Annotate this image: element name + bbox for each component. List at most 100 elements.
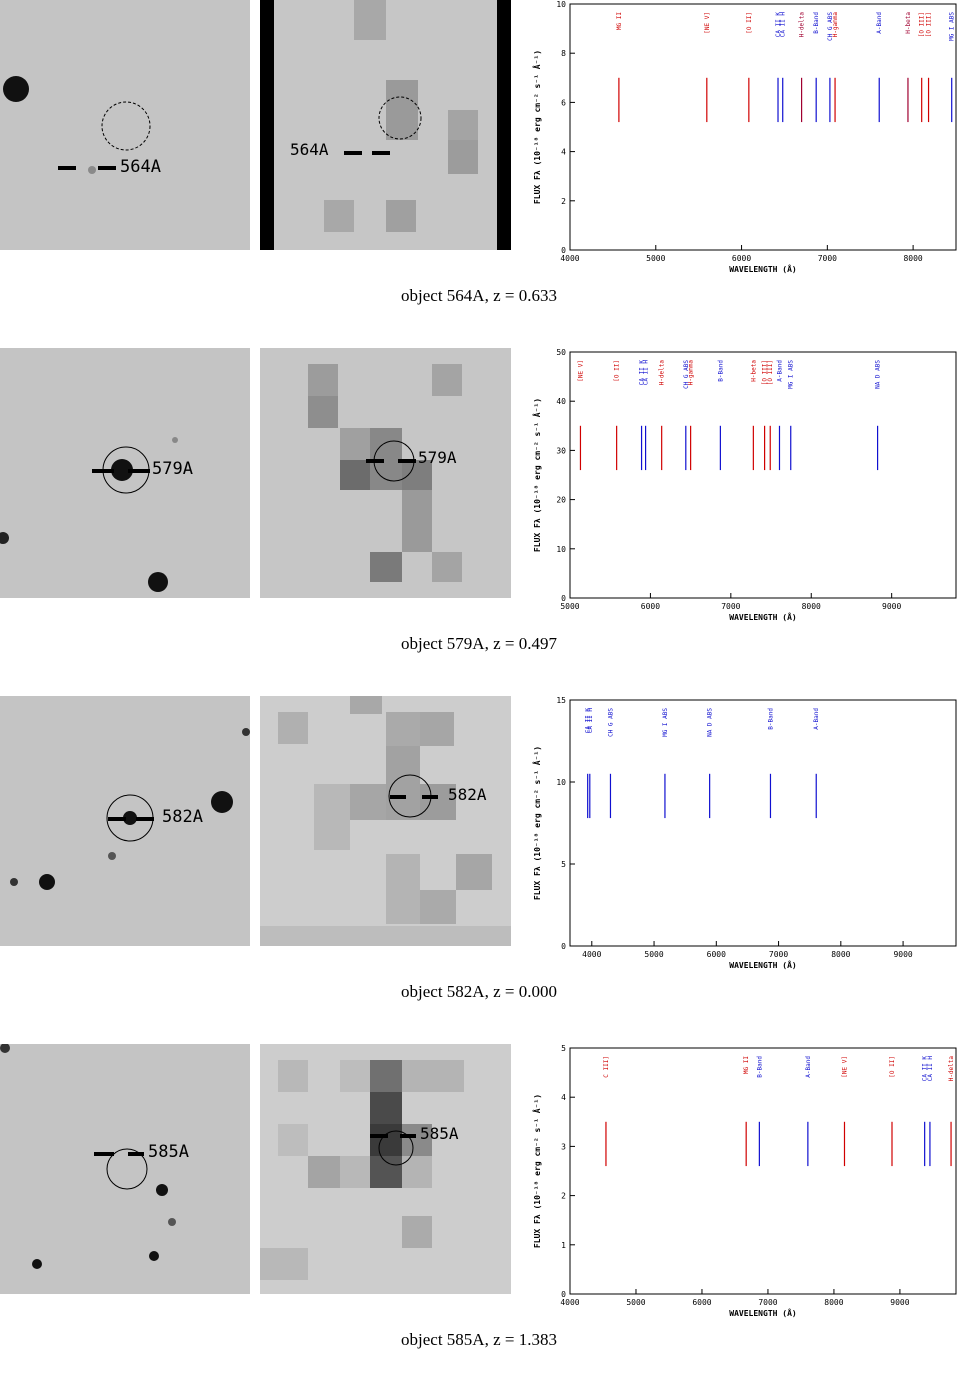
y-tick-label: 40 (556, 397, 566, 406)
x-tick-label: 5000 (646, 254, 665, 263)
x-tick-label: 4000 (582, 950, 601, 959)
caption-582a: object 582A, z = 0.000 (0, 982, 958, 1002)
optical-stamp-582a: 582A (0, 696, 250, 946)
caption-579a: object 579A, z = 0.497 (0, 634, 958, 654)
y-tick-label: 5 (561, 860, 566, 869)
object-label-opt-582a: 582A (162, 807, 203, 827)
line-label: C III] (603, 1056, 610, 1078)
line-label: B-Band (767, 708, 774, 730)
line-label: H-gamma (688, 360, 695, 386)
line-label: CA II K (775, 12, 782, 38)
y-axis-label: FLUX Fλ (10⁻¹⁸ erg cm⁻² s⁻¹ Å⁻¹) (532, 746, 542, 900)
line-label: H-beta (750, 360, 757, 382)
line-label: CA II H (643, 360, 650, 386)
x-axis-label: WAVELENGTH (Å) (729, 960, 796, 970)
infrared-stamp-585a: 585A (260, 1044, 511, 1294)
y-tick-label: 3 (561, 1142, 566, 1151)
y-axis-label: FLUX Fλ (10⁻¹⁸ erg cm⁻² s⁻¹ Å⁻¹) (532, 398, 542, 552)
line-label: H-delta (799, 12, 806, 38)
line-label: B-Band (813, 12, 820, 34)
line-label: CA II H (780, 12, 787, 38)
line-label: B-Band (717, 360, 724, 382)
line-label: CH G ABS (827, 12, 834, 41)
object-label-ir-585a: 585A (420, 1124, 459, 1143)
line-label: H-gamma (832, 12, 839, 38)
x-tick-label: 6000 (707, 950, 726, 959)
plot-frame (569, 3, 957, 251)
line-label: [O III] (762, 360, 769, 385)
y-tick-label: 50 (556, 348, 566, 357)
y-tick-label: 0 (561, 246, 566, 255)
x-axis-label: WAVELENGTH (Å) (729, 612, 796, 622)
x-tick-label: 9000 (893, 950, 912, 959)
caption-585a: object 585A, z = 1.383 (0, 1330, 958, 1350)
line-label: MG I ABS (788, 360, 795, 389)
object-panel-585a: 585A 585A 0 1 2 3 4 5 4000 5000 6000 7000 8000 9000… (0, 1044, 958, 1384)
line-label: CH G ABS (683, 360, 690, 389)
x-tick-label: 9000 (882, 602, 901, 611)
x-tick-label: 4000 (560, 254, 579, 263)
y-tick-label: 6 (561, 98, 566, 107)
line-label: NA D ABS (875, 360, 882, 389)
x-tick-label: 6000 (641, 602, 660, 611)
x-tick-label: 6000 (692, 1298, 711, 1307)
object-label-opt-564a: 564A (120, 157, 161, 177)
plot-frame (569, 1047, 957, 1295)
optical-stamp-564a: 564A (0, 0, 250, 250)
line-label: [O III] (919, 12, 926, 37)
optical-stamp-585a: 585A (0, 1044, 250, 1294)
y-tick-label: 30 (556, 446, 566, 455)
x-tick-label: 9000 (890, 1298, 909, 1307)
line-label: A-Band (805, 1056, 812, 1078)
redshift-585a: 1.383 (518, 1330, 557, 1349)
line-label: A-Band (776, 360, 783, 382)
object-panel-582a: 582A 582A 0 5 10 15 4000 5000 6000 7000 8000 9000… (0, 696, 958, 1036)
x-tick-label: 7000 (769, 950, 788, 959)
object-panel-579a: 579A 579A 0 10 20 30 40 50 5000 6000 7000 8000 900… (0, 348, 958, 688)
line-label: CA II K (922, 1056, 929, 1082)
y-tick-label: 2 (561, 1192, 566, 1201)
x-tick-label: 7000 (818, 254, 837, 263)
x-tick-label: 8000 (824, 1298, 843, 1307)
y-tick-label: 0 (561, 942, 566, 951)
line-label: [NE V] (841, 1056, 848, 1078)
plot-frame (569, 699, 957, 947)
line-label: MG II (616, 12, 623, 30)
y-tick-label: 20 (556, 496, 566, 505)
spectrum-chart-579a: 0 10 20 30 40 50 5000 6000 7000 8000 9000 WAVELENGT… (532, 348, 957, 622)
line-label: A-Band (813, 708, 820, 730)
line-label: [O III] (926, 12, 933, 37)
x-tick-label: 8000 (802, 602, 821, 611)
y-tick-label: 5 (561, 1044, 566, 1053)
object-label-ir-579a: 579A (418, 448, 457, 467)
line-label: CA II H (927, 1056, 934, 1082)
plot-frame (569, 351, 957, 599)
x-tick-label: 6000 (732, 254, 751, 263)
object-panel-564a: 564A 564A 0 2 4 6 8 10 4000 5000 6000 7000 8000 WAV… (0, 0, 958, 340)
object-label-opt-579a: 579A (152, 459, 193, 479)
x-tick-label: 5000 (644, 950, 663, 959)
y-tick-label: 10 (556, 778, 566, 787)
caption-prefix-582a: object 582A, z = (401, 982, 519, 1001)
optical-stamp-579a: 579A (0, 348, 250, 598)
object-label-ir-564a: 564A (290, 140, 329, 159)
y-axis-label: FLUX Fλ (10⁻¹⁸ erg cm⁻² s⁻¹ Å⁻¹) (532, 1094, 542, 1248)
line-label: H-delta (659, 360, 666, 386)
object-label-ir-582a: 582A (448, 785, 487, 804)
y-tick-label: 4 (561, 1093, 566, 1102)
line-label: MG II (743, 1056, 750, 1074)
line-label: [O II] (614, 360, 621, 382)
x-axis-label: WAVELENGTH (Å) (729, 264, 796, 274)
object-label-opt-585a: 585A (148, 1142, 189, 1162)
line-label: [O II] (889, 1056, 896, 1078)
line-label: B-Band (756, 1056, 763, 1078)
line-label: CA II H (587, 708, 594, 734)
x-tick-label: 5000 (626, 1298, 645, 1307)
redshift-579a: 0.497 (518, 634, 557, 653)
y-tick-label: 8 (561, 49, 566, 58)
y-tick-label: 0 (561, 1290, 566, 1299)
infrared-stamp-582a: 582A (260, 696, 511, 946)
caption-prefix-585a: object 585A, z = (401, 1330, 519, 1349)
caption-564a: object 564A, z = 0.633 (0, 286, 958, 306)
line-label: CH G ABS (607, 708, 614, 737)
